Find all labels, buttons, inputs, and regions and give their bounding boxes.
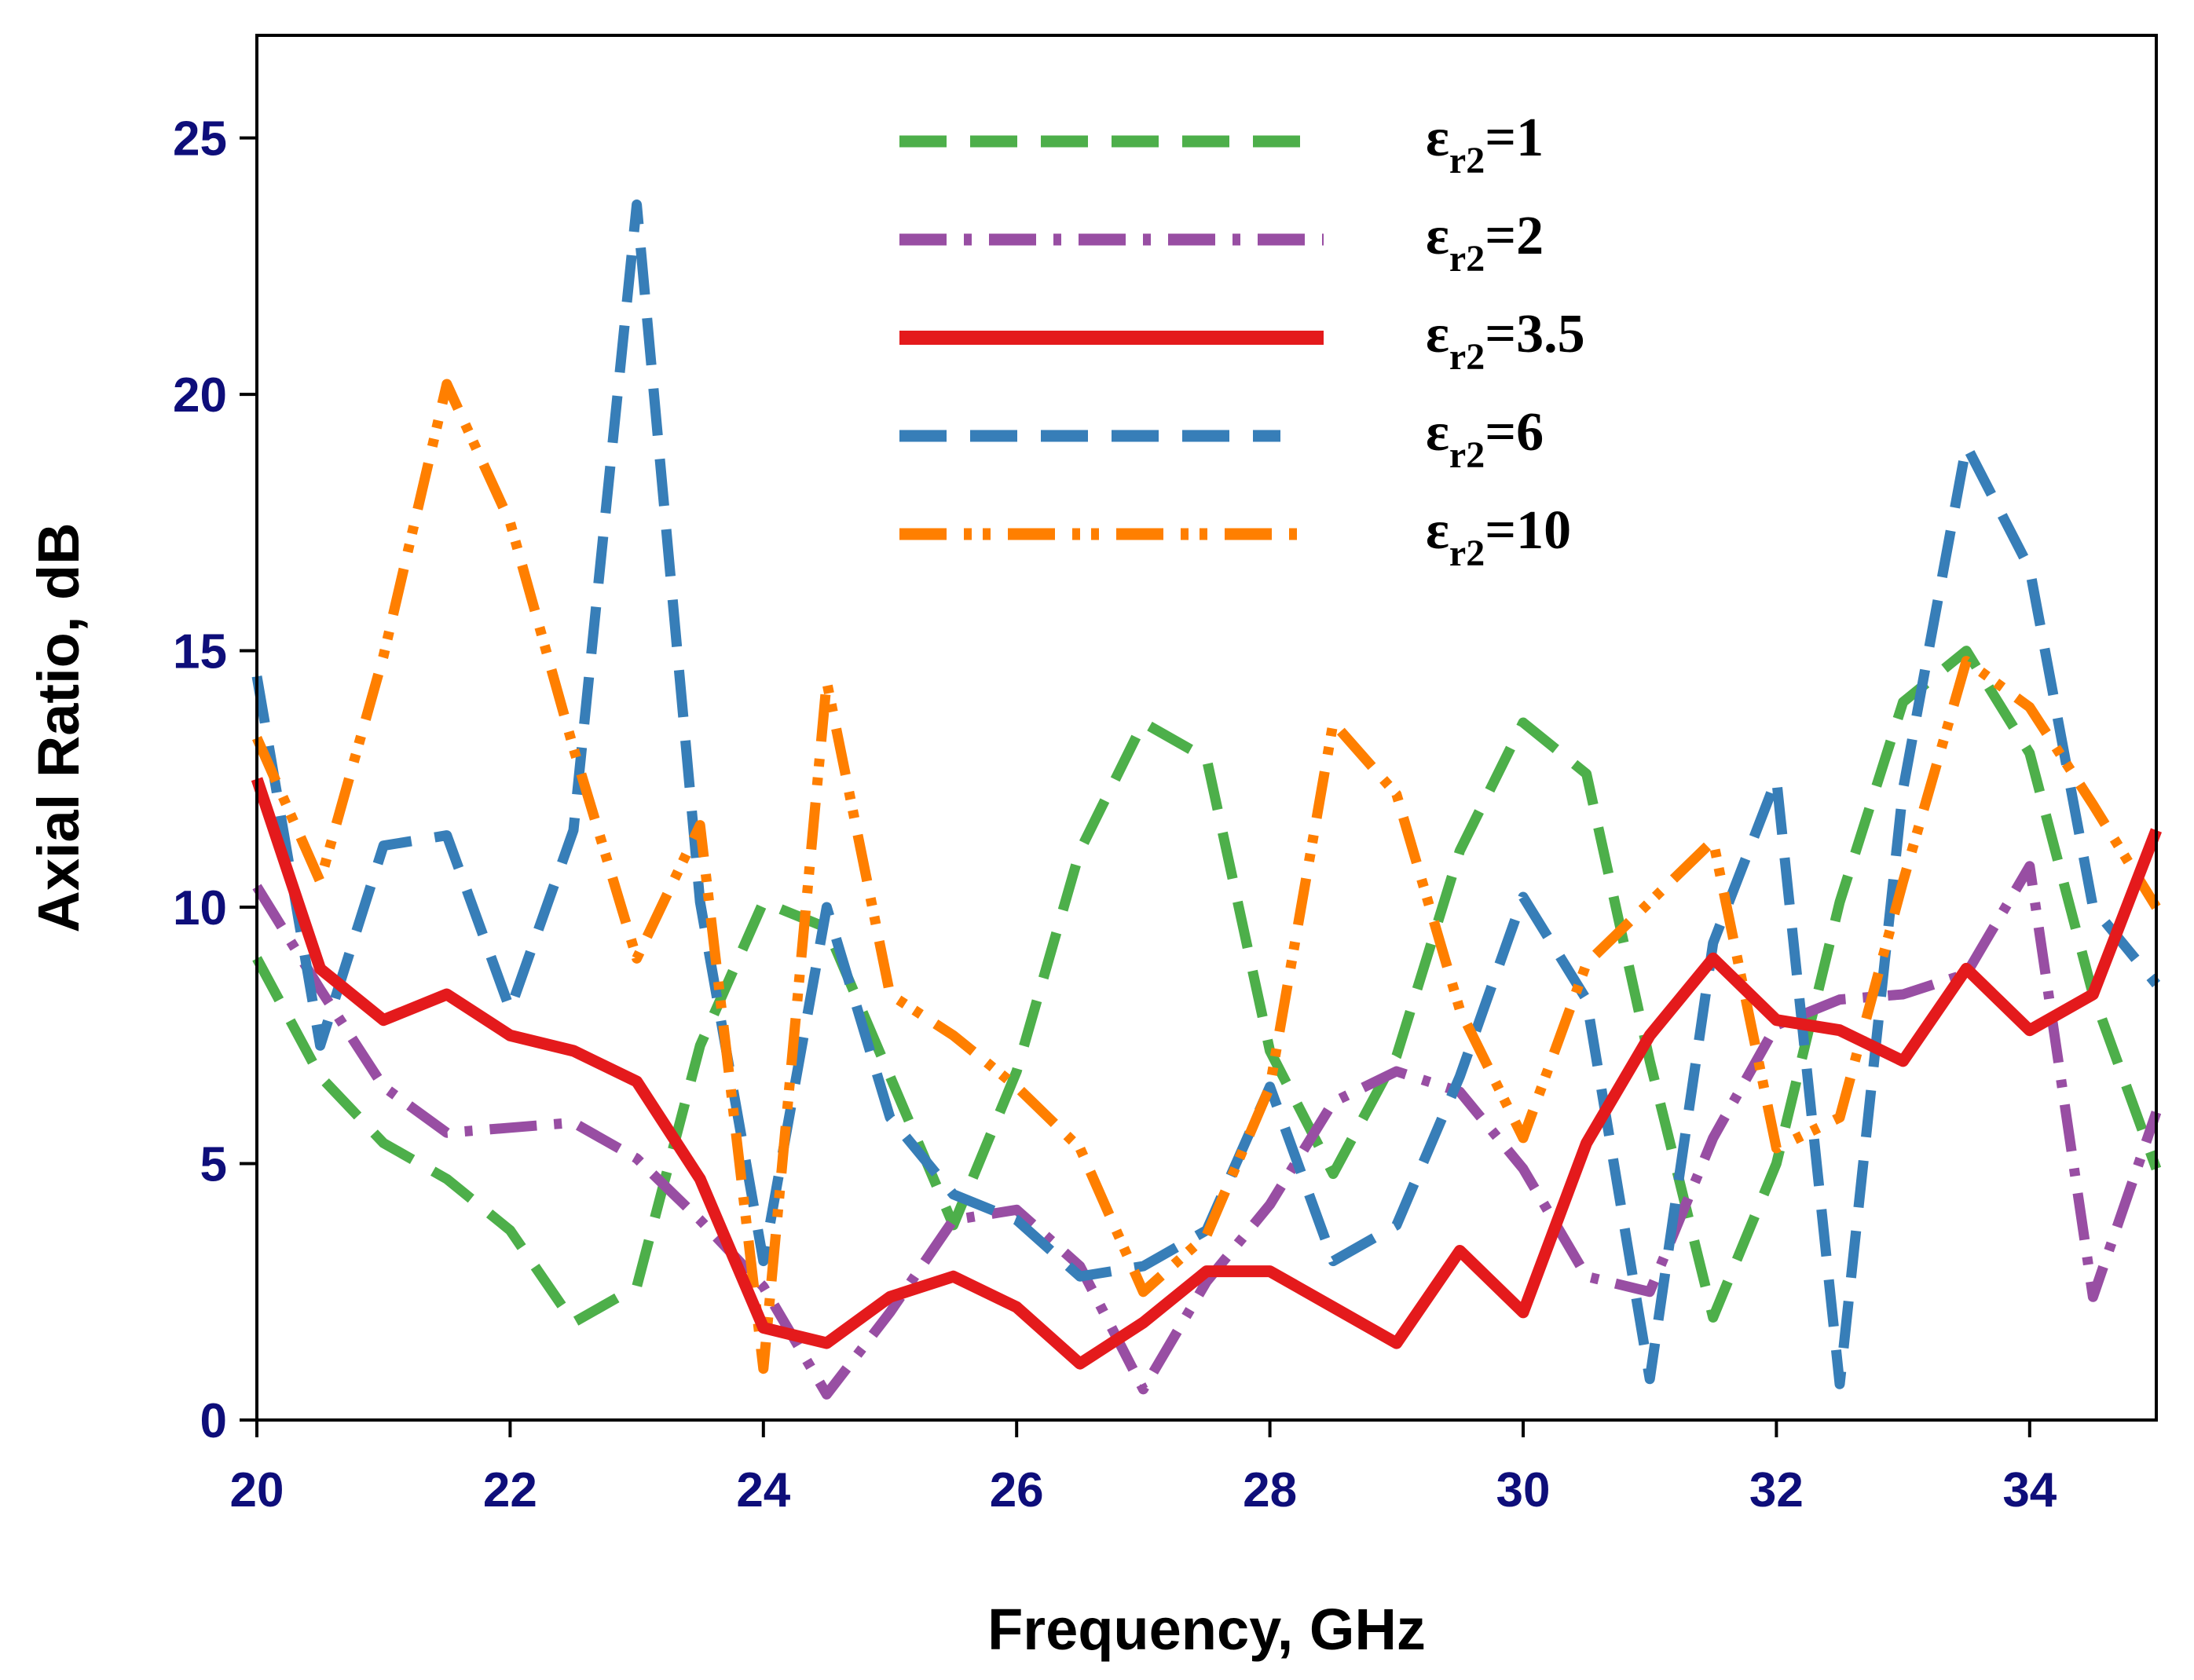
x-tick-label: 26 <box>990 1463 1044 1517</box>
x-axis: 20 22 24 26 28 30 32 34 <box>230 1420 2057 1517</box>
y-tick-label: 10 <box>173 881 227 935</box>
series-line-1 <box>252 646 2162 1328</box>
y-tick-label: 25 <box>173 112 227 167</box>
legend-label-2: εr2=2 <box>1426 206 1544 280</box>
series-line-3 <box>251 777 2162 1370</box>
series-layer <box>251 199 2162 1400</box>
x-tick-label: 20 <box>230 1463 284 1517</box>
series-line-5 <box>252 379 2161 1374</box>
legend-label-4: εr2=6 <box>1426 402 1544 476</box>
legend-label-1: εr2=1 <box>1426 108 1544 181</box>
plot-frame <box>255 34 2158 1422</box>
series-line-4 <box>251 199 2161 1389</box>
y-axis: 0 5 10 15 20 25 <box>173 112 257 1448</box>
legend: εr2=1 εr2=2 εr2=3.5 εr2=6 εr2=10 <box>899 108 1585 574</box>
x-tick-label: 34 <box>2002 1463 2057 1517</box>
y-tick-label: 5 <box>200 1138 227 1192</box>
y-axis-title: Axial Ratio, dB <box>26 522 91 932</box>
x-tick-label: 30 <box>1496 1463 1551 1517</box>
series-line-2 <box>252 861 2162 1400</box>
y-tick-label: 0 <box>200 1394 227 1448</box>
x-tick-label: 24 <box>736 1463 790 1517</box>
legend-label-3: εr2=3.5 <box>1426 304 1585 378</box>
legend-label-5: εr2=10 <box>1426 500 1571 574</box>
x-tick-label: 22 <box>483 1463 537 1517</box>
y-tick-label: 20 <box>173 368 227 423</box>
x-tick-label: 32 <box>1749 1463 1804 1517</box>
y-tick-label: 15 <box>173 625 227 679</box>
x-axis-title: Frequency, GHz <box>987 1597 1426 1662</box>
x-tick-label: 28 <box>1243 1463 1297 1517</box>
